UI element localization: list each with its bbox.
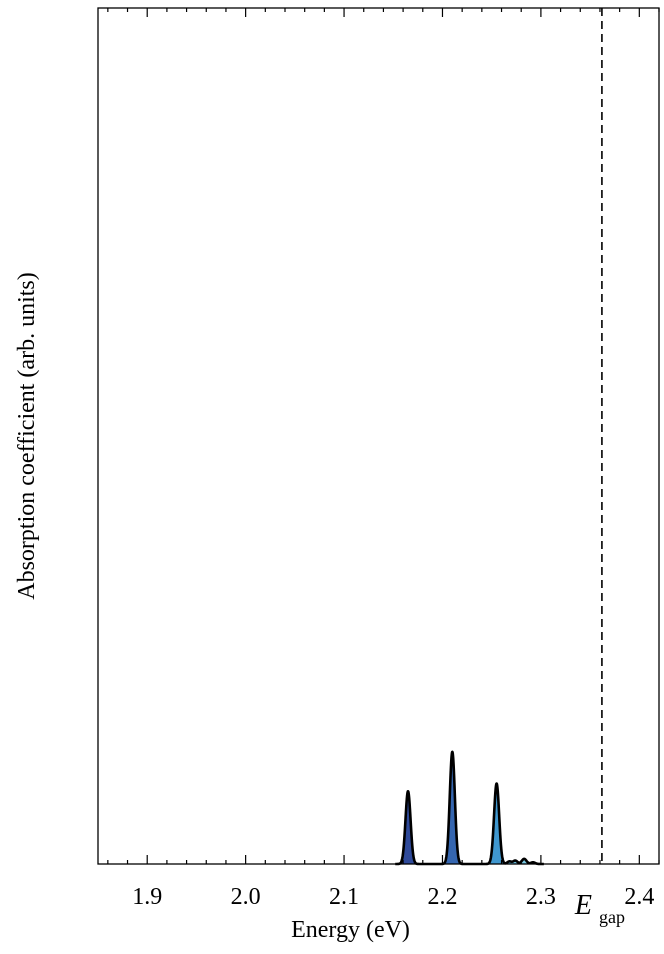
x-tick-label: 2.0 (231, 884, 261, 910)
absorption-curve (394, 750, 546, 866)
x-tick-label: 2.3 (526, 884, 556, 910)
x-tick-label: 2.1 (329, 884, 359, 910)
x-axis-label: Energy (eV) (291, 917, 410, 943)
tick-labels: 1.9 2.0 2.1 2.2 2.3 2.4 (132, 884, 654, 910)
x-tick-label: 2.4 (624, 884, 654, 910)
x-tick-label: 2.2 (427, 884, 457, 910)
gap-label-sub: gap (599, 907, 625, 927)
peak-fill-2 (430, 751, 475, 864)
absorption-curve-group (394, 750, 546, 866)
gap-label-main: E (574, 890, 592, 921)
gap-label: E gap (574, 890, 625, 927)
peak-fills (395, 751, 544, 864)
x-tick-label: 1.9 (132, 884, 162, 910)
y-axis-label: Absorption coefficient (arb. units) (14, 272, 40, 599)
plot-frame (97, 7, 660, 865)
axis-ticks (107, 8, 660, 864)
